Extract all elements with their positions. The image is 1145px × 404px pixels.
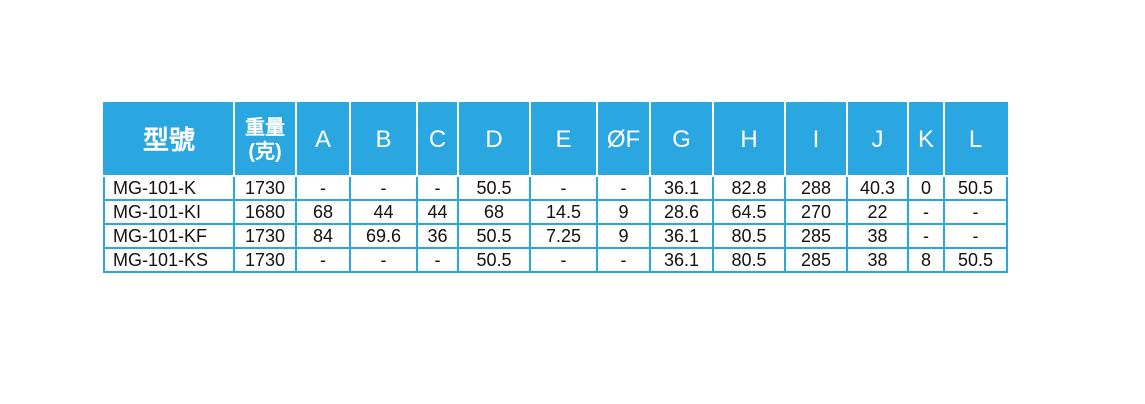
- table-cell: 44: [416, 199, 459, 225]
- table-cell: 50.5: [457, 247, 531, 273]
- table-cell: -: [907, 223, 945, 249]
- table-cell: -: [596, 247, 651, 273]
- header-cell: C: [416, 102, 459, 177]
- table-cell: 288: [784, 175, 848, 201]
- table-cell: 22: [846, 199, 909, 225]
- table-cell: 50.5: [457, 175, 531, 201]
- table-cell: MG-101-KS: [103, 247, 235, 273]
- spec-table: 型號 重量 (克) A B C D E ØF G H I J K L MG-101-K 1730- - -50.…: [103, 102, 1008, 273]
- table-cell: 270: [784, 199, 848, 225]
- table-cell: 80.5: [712, 247, 786, 273]
- table-cell: 69.6: [349, 223, 418, 249]
- table-cell: 1730: [233, 247, 297, 273]
- table-cell: 1730: [233, 223, 297, 249]
- table-cell: 68: [295, 199, 351, 225]
- table-body: MG-101-K 1730- - -50.5- -36.1 82.8 288 40.3 0 50.…: [103, 175, 1008, 273]
- header-cell: J: [846, 102, 909, 177]
- header-cell: D: [457, 102, 531, 177]
- table-row: MG-101-KF 1730 84 69.6 36 50.5 7.25 9 36.1 80.5 28…: [103, 223, 1008, 249]
- table-cell: MG-101-KI: [103, 199, 235, 225]
- table-cell: 285: [784, 247, 848, 273]
- table-cell: -: [349, 175, 418, 201]
- table-cell: 28.6: [649, 199, 714, 225]
- header-cell: I: [784, 102, 848, 177]
- header-cell: L: [943, 102, 1008, 177]
- table-cell: -: [943, 199, 1008, 225]
- table-cell: -: [295, 247, 351, 273]
- table-cell: -: [416, 247, 459, 273]
- header-cell: 重量 (克): [233, 102, 297, 177]
- table-cell: 0: [907, 175, 945, 201]
- table-cell: -: [416, 175, 459, 201]
- table-cell: 36: [416, 223, 459, 249]
- table-cell: 40.3: [846, 175, 909, 201]
- table-cell: -: [349, 247, 418, 273]
- table-cell: 9: [596, 223, 651, 249]
- header-cell: E: [529, 102, 598, 177]
- table-cell: -: [295, 175, 351, 201]
- table-cell: 84: [295, 223, 351, 249]
- table-cell: 50.5: [457, 223, 531, 249]
- table-cell: 36.1: [649, 247, 714, 273]
- table-cell: 9: [596, 199, 651, 225]
- table-cell: -: [529, 247, 598, 273]
- table-cell: 38: [846, 223, 909, 249]
- table-cell: 1730: [233, 175, 297, 201]
- table-cell: 14.5: [529, 199, 598, 225]
- table-cell: 1680: [233, 199, 297, 225]
- header-cell: 型號: [103, 102, 235, 177]
- table-cell: 8: [907, 247, 945, 273]
- header-row: 型號 重量 (克) A B C D E ØF G H I J K L: [103, 102, 1008, 177]
- table-cell: 44: [349, 199, 418, 225]
- header-cell: ØF: [596, 102, 651, 177]
- table-row: MG-101-KS 1730- - -50.5- -36.1 80.5 285 38 8 50.5: [103, 247, 1008, 273]
- table-cell: 64.5: [712, 199, 786, 225]
- table-cell: MG-101-K: [103, 175, 235, 201]
- table-cell: 82.8: [712, 175, 786, 201]
- header-cell: H: [712, 102, 786, 177]
- table-cell: 38: [846, 247, 909, 273]
- header-cell: K: [907, 102, 945, 177]
- header-cell: G: [649, 102, 714, 177]
- table-cell: 68: [457, 199, 531, 225]
- table-cell: 50.5: [943, 247, 1008, 273]
- table-cell: 36.1: [649, 175, 714, 201]
- table-cell: 36.1: [649, 223, 714, 249]
- table-cell: 50.5: [943, 175, 1008, 201]
- table-cell: 80.5: [712, 223, 786, 249]
- table-row: MG-101-KI 1680 68 44 44 68 14.5 9 28.6 64.5 270 22-…: [103, 199, 1008, 225]
- header-cell: A: [295, 102, 351, 177]
- table-cell: MG-101-KF: [103, 223, 235, 249]
- table-cell: 285: [784, 223, 848, 249]
- table-row: MG-101-K 1730- - -50.5- -36.1 82.8 288 40.3 0 50.…: [103, 175, 1008, 201]
- table-cell: 7.25: [529, 223, 598, 249]
- table-cell: -: [943, 223, 1008, 249]
- header-cell: B: [349, 102, 418, 177]
- table-cell: -: [907, 199, 945, 225]
- table-cell: -: [596, 175, 651, 201]
- table-cell: -: [529, 175, 598, 201]
